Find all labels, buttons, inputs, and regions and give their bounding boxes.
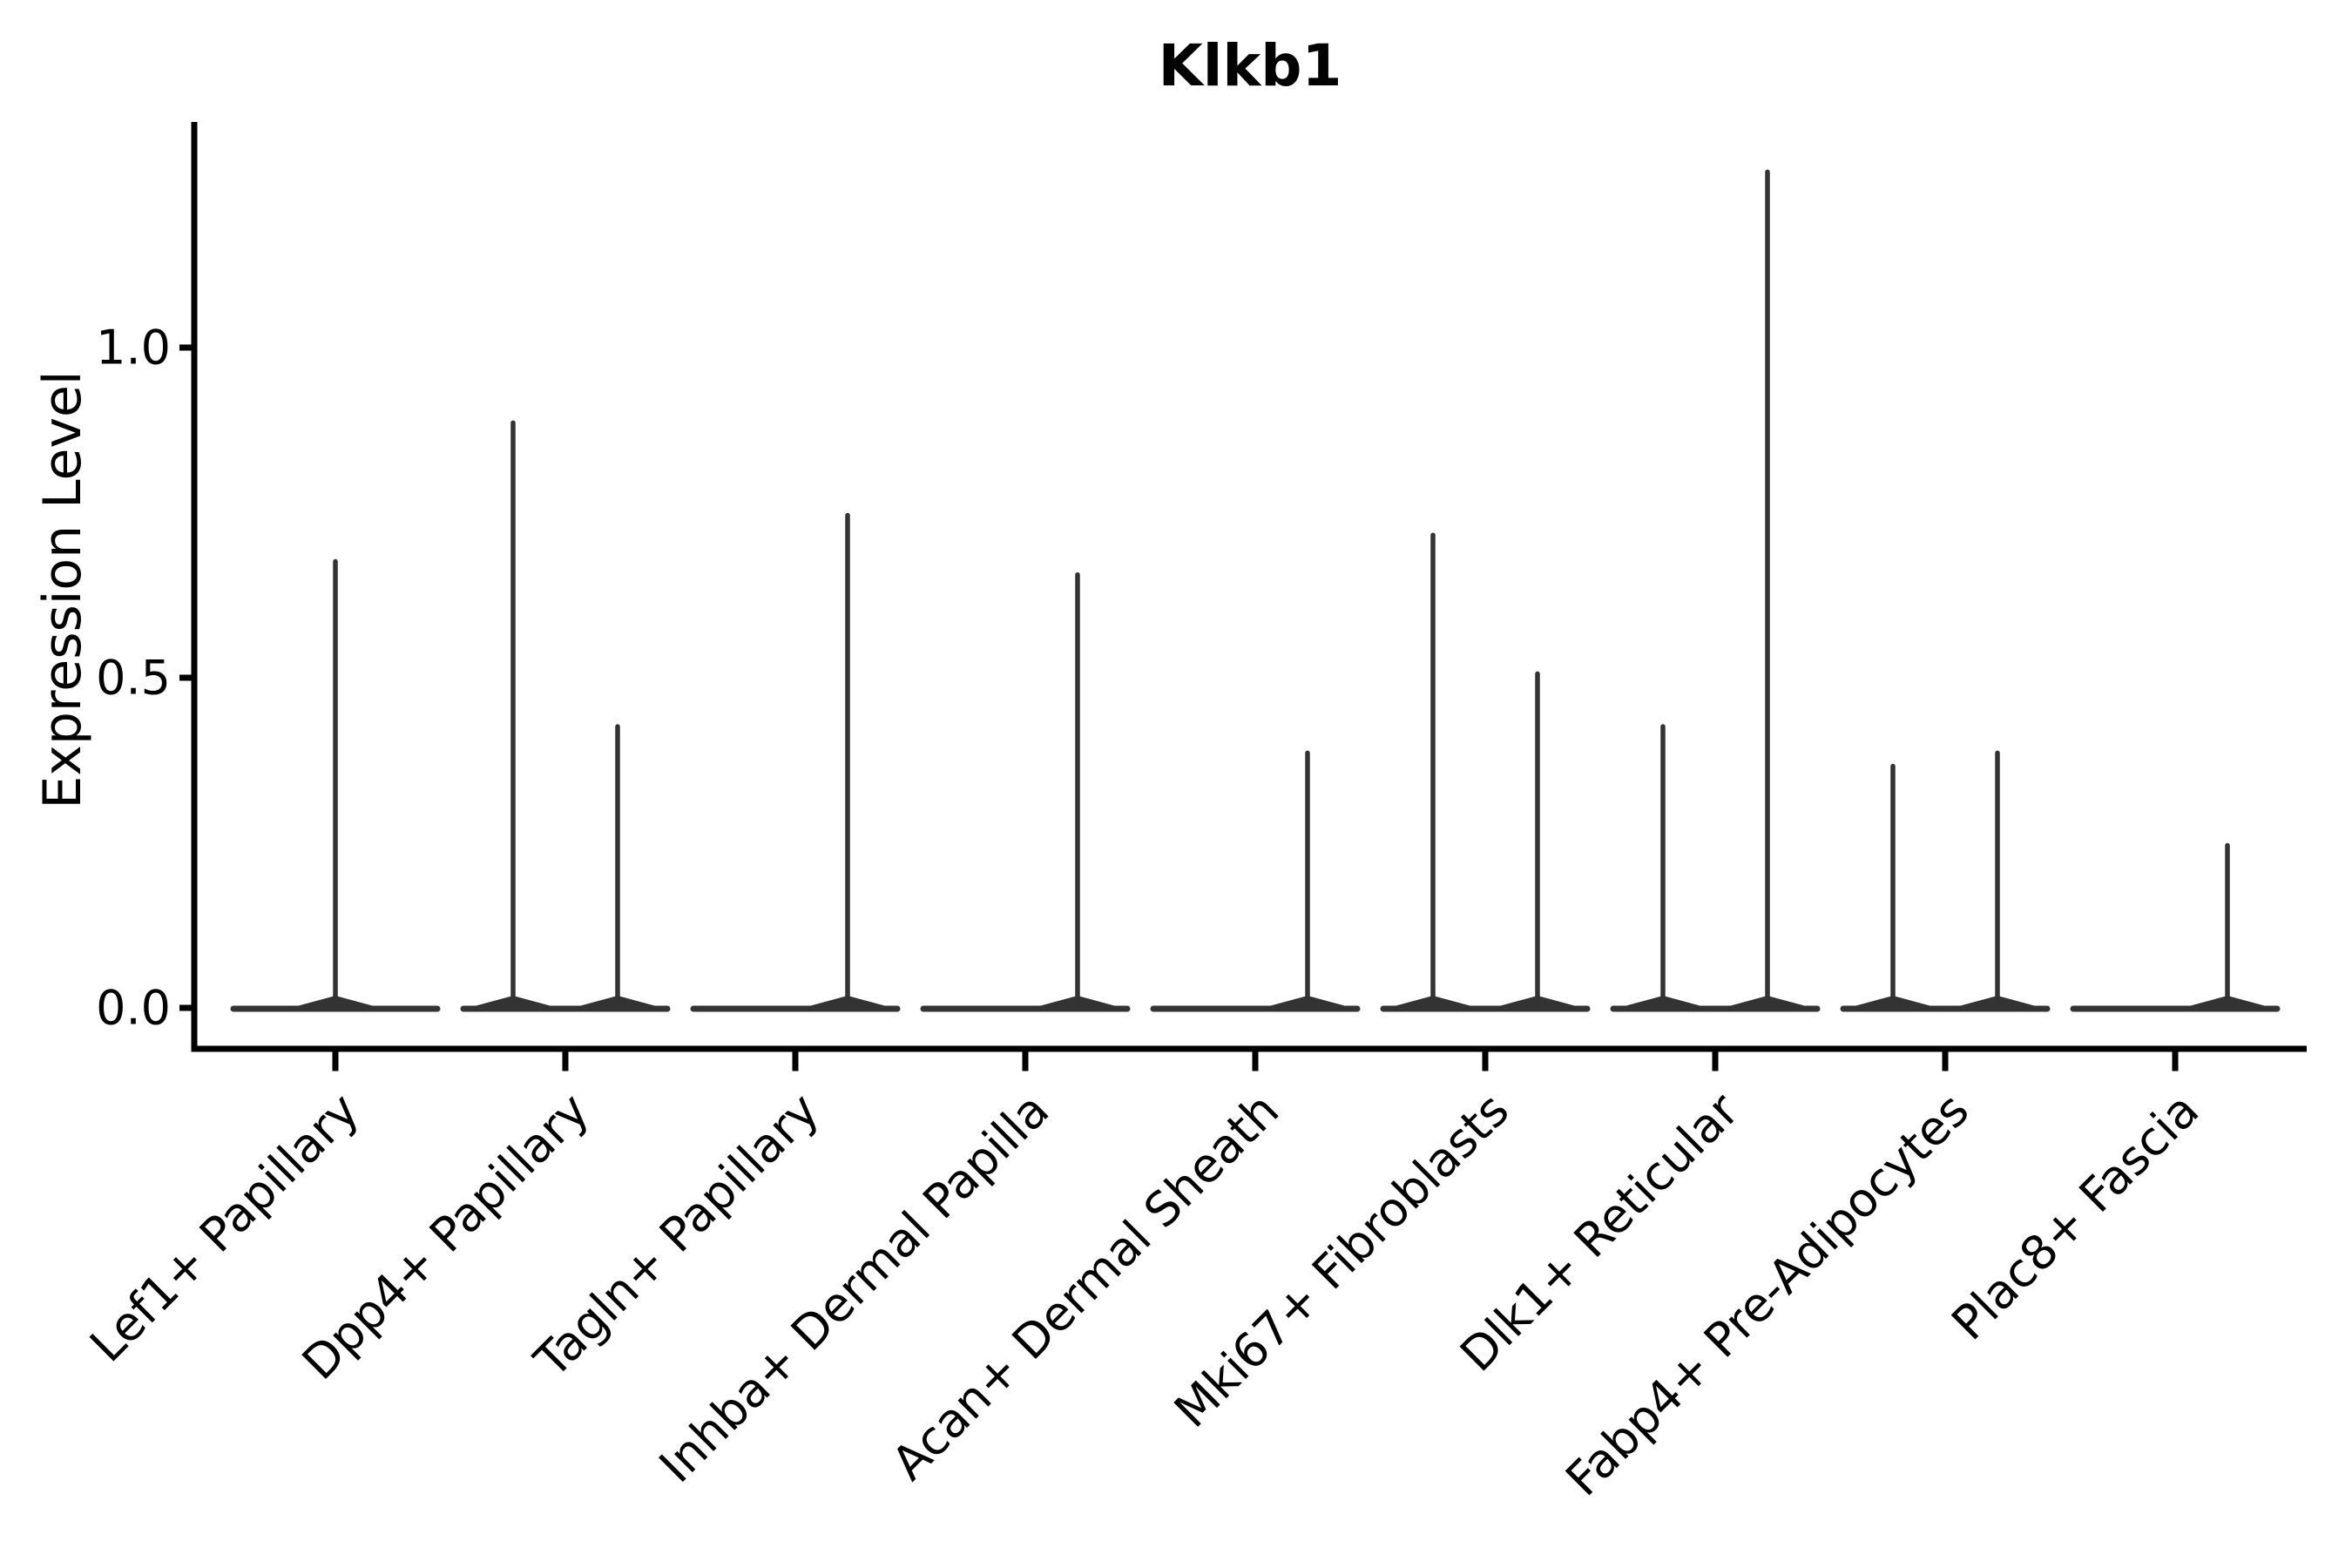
x-tick-label: Fabp4+ Pre-Adipocytes <box>1555 1083 1979 1507</box>
violin <box>2070 842 2281 1012</box>
violins <box>230 169 2281 1012</box>
y-tick-label: 0.5 <box>96 651 171 706</box>
x-tick-label: Inhba+ Dermal Papilla <box>649 1083 1059 1493</box>
x-tick-label: Acan+ Dermal Sheath <box>882 1083 1289 1490</box>
x-tick-label: Plac8+ Fascia <box>1941 1083 2209 1351</box>
violin <box>920 571 1131 1012</box>
violin <box>230 558 441 1012</box>
violin <box>690 512 901 1012</box>
violin <box>460 420 671 1012</box>
violin <box>1150 750 1361 1012</box>
y-tick-label: 0.0 <box>96 981 171 1036</box>
violin <box>1840 750 2051 1012</box>
chart-title: Klkb1 <box>1159 32 1342 99</box>
y-tick-label: 1.0 <box>96 321 171 375</box>
violin <box>1610 169 1821 1012</box>
violin <box>1380 532 1591 1012</box>
y-axis-label: Expression Level <box>32 370 93 808</box>
